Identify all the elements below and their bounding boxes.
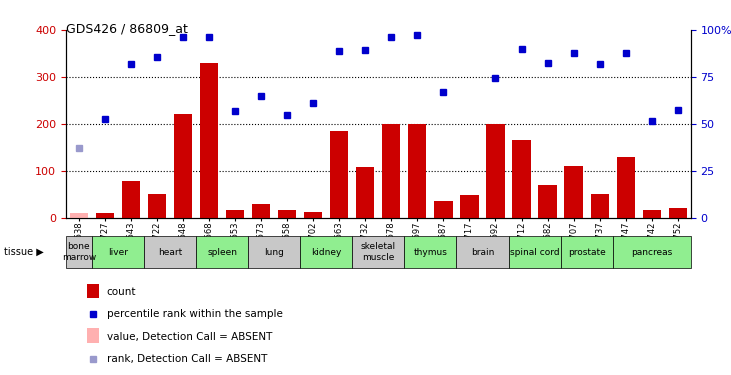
Bar [66, 236, 92, 268]
Bar [92, 236, 144, 268]
Bar [512, 140, 531, 218]
Bar [69, 213, 88, 217]
Bar [96, 213, 114, 217]
Bar [278, 210, 296, 218]
Text: percentile rank within the sample: percentile rank within the sample [107, 309, 282, 319]
Bar [248, 236, 300, 268]
Text: spleen: spleen [207, 248, 237, 256]
Text: GDS426 / 86809_at: GDS426 / 86809_at [66, 22, 188, 36]
Bar [616, 157, 635, 218]
Bar [643, 210, 661, 218]
Bar [300, 236, 352, 268]
Text: lung: lung [264, 248, 284, 256]
Bar [669, 208, 687, 218]
Text: liver: liver [108, 248, 128, 256]
Text: bone
marrow: bone marrow [61, 243, 96, 262]
Text: rank, Detection Call = ABSENT: rank, Detection Call = ABSENT [107, 354, 267, 364]
Text: count: count [107, 287, 136, 297]
Bar [352, 236, 404, 268]
Bar [196, 236, 248, 268]
Bar [486, 124, 504, 218]
Bar [404, 236, 456, 268]
Bar [174, 114, 192, 218]
Bar [87, 328, 99, 343]
Text: prostate: prostate [568, 248, 605, 256]
Bar [200, 63, 218, 217]
Bar [382, 124, 401, 218]
Bar [461, 195, 479, 217]
Bar [434, 201, 452, 217]
Bar [356, 167, 374, 218]
Text: tissue ▶: tissue ▶ [4, 247, 43, 257]
Bar [304, 212, 322, 217]
Bar [252, 204, 270, 218]
Text: brain: brain [471, 248, 494, 256]
Bar [539, 185, 557, 218]
Text: kidney: kidney [311, 248, 341, 256]
Bar [509, 236, 561, 268]
Text: pancreas: pancreas [631, 248, 673, 256]
Bar [226, 210, 244, 218]
Text: thymus: thymus [414, 248, 447, 256]
Text: value, Detection Call = ABSENT: value, Detection Call = ABSENT [107, 332, 272, 342]
Bar [564, 166, 583, 218]
Text: heart: heart [158, 248, 182, 256]
Bar [144, 236, 196, 268]
Bar [591, 194, 609, 217]
Bar [561, 236, 613, 268]
Text: spinal cord: spinal cord [510, 248, 559, 256]
Bar [330, 131, 349, 218]
Bar [408, 124, 426, 218]
Text: skeletal
muscle: skeletal muscle [360, 243, 396, 262]
Bar [87, 284, 99, 298]
Bar [122, 181, 140, 218]
Bar [456, 236, 509, 268]
Bar [148, 194, 166, 217]
Bar [613, 236, 691, 268]
